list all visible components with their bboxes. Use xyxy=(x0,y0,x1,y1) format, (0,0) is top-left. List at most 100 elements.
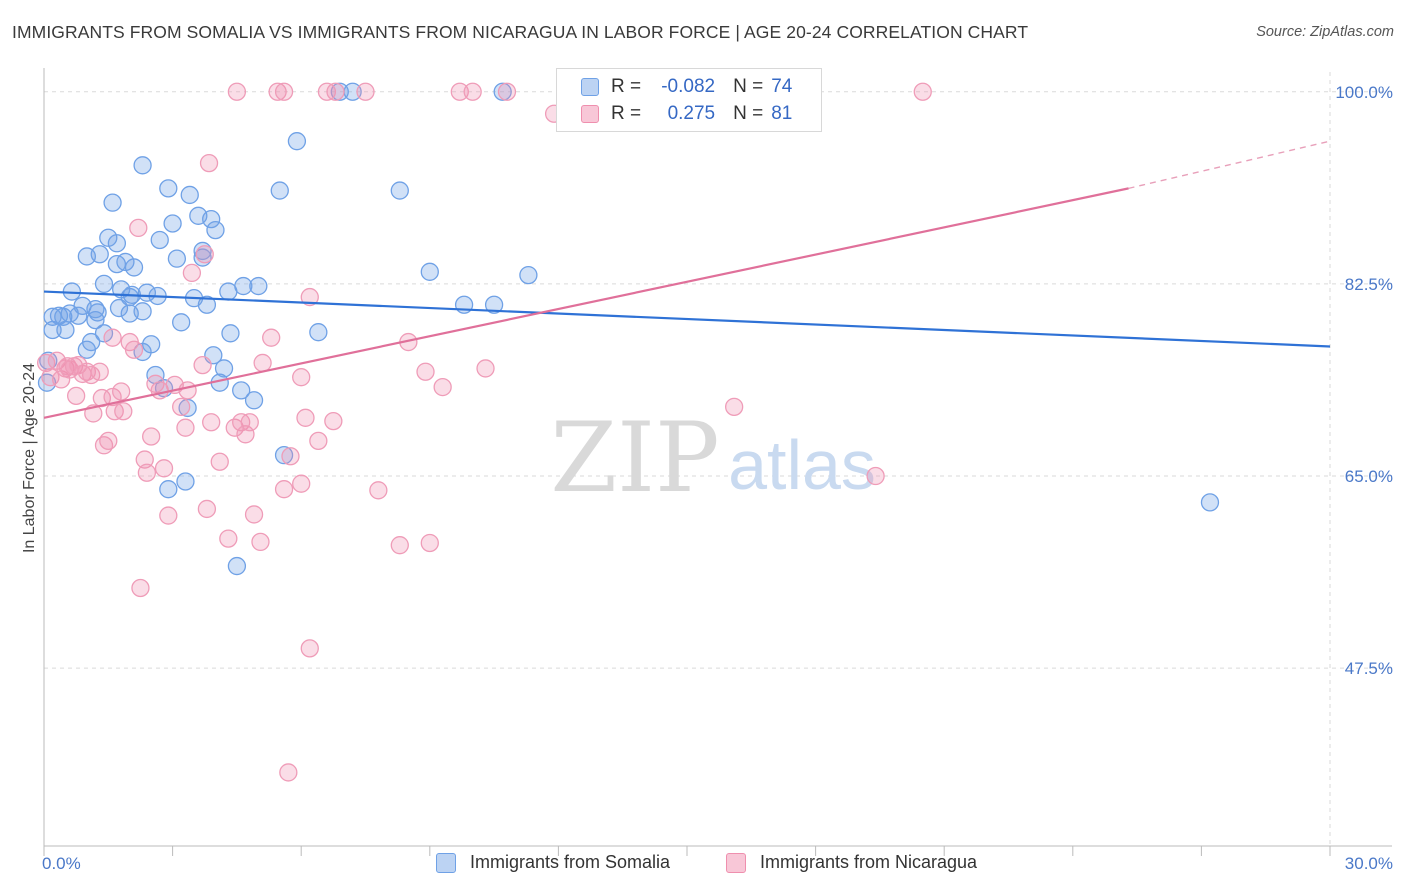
somalia-point xyxy=(1200,493,1220,512)
legend-item-somalia[interactable]: Immigrants from Somalia xyxy=(436,852,670,873)
nicaragua-point xyxy=(131,578,150,598)
nicaragua-point xyxy=(172,397,191,417)
legend-label-somalia: Immigrants from Somalia xyxy=(470,852,671,872)
nicaragua-point xyxy=(195,245,214,264)
somalia-point xyxy=(214,359,234,378)
nicaragua-point xyxy=(137,463,157,482)
somalia-point xyxy=(221,324,240,343)
nicaragua-point xyxy=(390,536,409,555)
nicaragua-point xyxy=(178,381,197,400)
nicaragua-point xyxy=(450,82,469,101)
y-tick-label: 100.0% xyxy=(1335,83,1393,102)
somalia-point xyxy=(244,391,264,410)
nicaragua-point xyxy=(292,474,311,493)
nicaragua-point xyxy=(176,418,195,437)
nicaragua-point xyxy=(420,533,439,553)
nicaragua-point xyxy=(244,505,264,524)
somalia-point xyxy=(103,193,122,212)
nicaragua-point xyxy=(90,362,109,381)
x-tick-label: 30.0% xyxy=(1345,854,1393,873)
nicaragua-point xyxy=(274,82,294,101)
series-legend: Immigrants from Somalia Immigrants from … xyxy=(0,852,1406,878)
nicaragua-point xyxy=(262,328,281,347)
somalia-point xyxy=(172,313,191,332)
trend-lines xyxy=(43,140,1331,419)
somalia-point xyxy=(150,230,169,250)
nicaragua-point xyxy=(497,82,517,101)
nicaragua-point xyxy=(326,82,345,101)
somalia-point xyxy=(142,335,161,354)
source-label: Source: ZipAtlas.com xyxy=(1256,24,1394,40)
somalia-point xyxy=(180,185,199,205)
legend-n-value-somalia: 74 xyxy=(771,76,793,97)
nicaragua-point xyxy=(725,397,744,417)
nicaragua-point xyxy=(236,425,255,444)
somalia-point xyxy=(163,214,182,233)
somalia-point xyxy=(227,556,247,576)
legend-n-value-nicaragua: 81 xyxy=(771,103,793,124)
legend-r-label: R = xyxy=(611,103,642,124)
nicaragua-point xyxy=(67,386,86,406)
legend-swatch-somalia xyxy=(581,78,599,96)
somalia-point xyxy=(274,446,294,465)
nicaragua-point xyxy=(268,82,287,101)
nicaragua-point xyxy=(913,82,932,101)
somalia-point xyxy=(270,181,289,200)
nicaragua-point xyxy=(253,353,272,373)
nicaragua-point xyxy=(292,368,311,387)
somalia-point xyxy=(287,132,307,151)
axes xyxy=(43,68,1392,856)
legend-n-label: N = xyxy=(733,103,764,124)
somalia-point xyxy=(90,245,109,264)
somalia-point xyxy=(202,209,221,229)
somalia-point xyxy=(330,82,349,101)
somalia-point xyxy=(176,472,195,491)
nicaragua-point xyxy=(219,529,238,548)
nicaragua-point xyxy=(103,328,122,347)
nicaragua-point xyxy=(356,82,375,101)
somalia-point xyxy=(309,323,328,342)
somalia-point xyxy=(37,373,57,392)
somalia-point xyxy=(133,156,152,175)
nicaragua-point xyxy=(227,82,247,101)
somalia-point xyxy=(390,181,409,200)
y-axis-label: In Labor Force | Age 20-24 xyxy=(21,363,38,553)
somalia-point xyxy=(193,248,212,267)
nicaragua-point xyxy=(154,459,174,478)
nicaragua-point xyxy=(210,452,229,471)
somalia-point xyxy=(82,332,101,352)
legend-swatch-nicaragua xyxy=(581,105,599,123)
legend-r-value-somalia: -0.082 xyxy=(661,76,716,97)
somalia-point xyxy=(107,234,127,253)
legend-item-nicaragua[interactable]: Immigrants from Nicaragua xyxy=(726,852,977,873)
nicaragua-point xyxy=(202,413,221,432)
nicaragua-point xyxy=(309,431,328,451)
legend-row-somalia: R = -0.082 N = 74 xyxy=(557,74,792,100)
y-tick-label: 82.5% xyxy=(1345,275,1393,294)
nicaragua-point xyxy=(124,340,144,359)
stats-legend: R = -0.082 N = 74 R = 0.275 N = 81 xyxy=(556,68,822,132)
somalia-point xyxy=(69,306,88,325)
somalia-point xyxy=(420,262,439,281)
nicaragua-point xyxy=(416,362,435,381)
nicaragua-point xyxy=(476,359,495,378)
x-tick-label: 0.0% xyxy=(42,854,81,873)
somalia-point xyxy=(249,276,268,296)
somalia-point xyxy=(484,295,504,314)
nicaragua-point xyxy=(433,377,452,397)
watermark-zip: ZIP xyxy=(550,402,719,514)
nicaragua-point xyxy=(324,411,343,431)
chart-title: IMMIGRANTS FROM SOMALIA VS IMMIGRANTS FR… xyxy=(12,22,1029,42)
nicaragua-point xyxy=(463,82,482,101)
somalia-point xyxy=(43,307,62,326)
somalia-point xyxy=(193,241,212,261)
nicaragua-point xyxy=(274,480,294,499)
nicaragua-trend-extension xyxy=(1128,140,1331,190)
legend-r-value-nicaragua: 0.275 xyxy=(667,103,716,124)
somalia-point xyxy=(94,274,114,294)
nicaragua-point xyxy=(369,481,388,500)
nicaragua-point xyxy=(251,532,270,552)
somalia-point xyxy=(232,381,251,400)
nicaragua-point xyxy=(135,450,154,469)
